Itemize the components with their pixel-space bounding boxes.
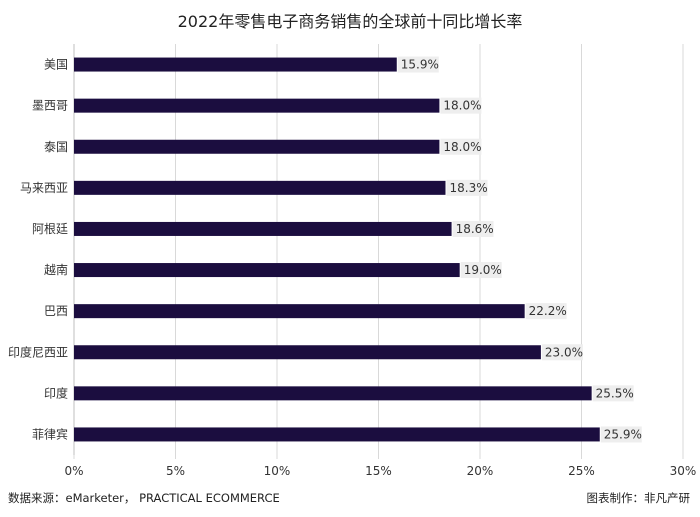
category-label: 美国 [44, 58, 68, 72]
value-label: 25.5% [596, 386, 634, 400]
bar [74, 386, 592, 401]
x-tick-label: 30% [670, 464, 697, 478]
value-label: 23.0% [545, 345, 583, 359]
category-label: 菲律宾 [32, 426, 68, 441]
x-tick-label: 25% [568, 464, 595, 478]
chart-credit: 图表制作：非凡产研 [586, 491, 691, 505]
value-label-background [600, 426, 642, 443]
value-label-background [452, 220, 494, 237]
category-label: 阿根廷 [32, 222, 68, 236]
category-label: 越南 [44, 262, 68, 277]
category-label: 印度尼西亚 [8, 344, 68, 359]
value-label: 18.0% [443, 99, 481, 113]
value-label: 25.9% [604, 427, 642, 441]
x-tick-label: 15% [365, 464, 392, 478]
x-tick-label: 20% [467, 464, 494, 478]
value-label-background [397, 56, 439, 73]
value-label: 18.6% [456, 222, 494, 236]
value-label: 22.2% [529, 304, 567, 318]
value-label: 19.0% [464, 263, 502, 277]
value-label-background [592, 385, 634, 402]
bar [74, 345, 541, 360]
value-label-background [440, 138, 482, 155]
x-tick-label: 10% [264, 464, 291, 478]
bar [74, 304, 525, 319]
category-label: 泰国 [44, 140, 68, 154]
value-label-background [541, 344, 583, 361]
value-label: 18.3% [449, 181, 487, 195]
category-label: 墨西哥 [32, 99, 68, 113]
category-label: 印度 [44, 385, 68, 400]
data-source-note: 数据来源：eMarketer， PRACTICAL ECOMMERCE [8, 491, 280, 505]
category-label: 巴西 [44, 304, 68, 318]
bar [74, 221, 452, 236]
bar [74, 180, 446, 195]
category-label: 马来西亚 [20, 181, 68, 195]
bar [74, 57, 397, 72]
bar [74, 427, 600, 442]
chart-title: 2022年零售电子商务销售的全球前十同比增长率 [177, 12, 523, 31]
value-label-background [446, 179, 488, 196]
x-tick-label: 0% [64, 464, 83, 478]
value-label-background [525, 303, 567, 320]
bar [74, 98, 440, 113]
x-tick-label: 5% [166, 464, 185, 478]
value-label: 18.0% [443, 140, 481, 154]
bar [74, 263, 460, 278]
bar [74, 139, 440, 154]
value-label-background [440, 97, 482, 114]
value-label-background [460, 262, 502, 279]
value-label: 15.9% [401, 58, 439, 72]
